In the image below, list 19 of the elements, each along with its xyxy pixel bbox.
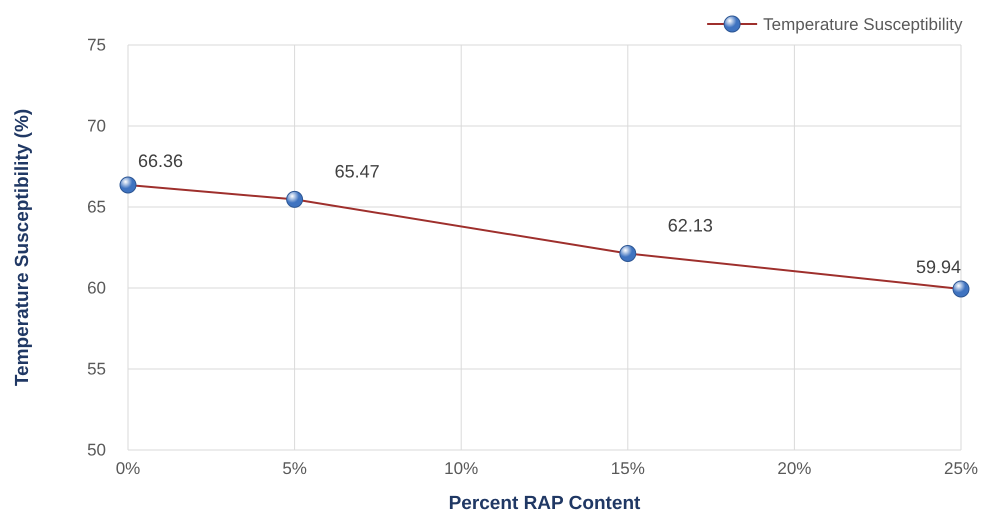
- data-label: 65.47: [334, 161, 380, 182]
- x-tick-label: 20%: [777, 459, 812, 478]
- y-tick-label: 65: [87, 197, 106, 216]
- x-tick-label: 25%: [944, 459, 978, 478]
- data-label: 62.13: [668, 215, 713, 236]
- x-tick-label: 5%: [282, 459, 307, 478]
- x-tick-label: 0%: [116, 459, 140, 478]
- data-label: 66.36: [138, 150, 184, 171]
- x-tick-label: 10%: [444, 459, 478, 478]
- legend-label: Temperature Susceptibility: [763, 15, 963, 34]
- y-tick-label: 50: [87, 440, 106, 460]
- y-tick-label: 55: [87, 359, 106, 378]
- y-axis-title: Temperature Susceptibility (%): [12, 108, 33, 386]
- data-label: 59.94: [916, 256, 961, 277]
- y-tick-label: 60: [87, 278, 106, 298]
- y-tick-label: 70: [87, 116, 106, 136]
- y-tick-label: 75: [87, 35, 106, 54]
- x-axis-title: Percent RAP Content: [448, 493, 642, 513]
- x-tick-label: 15%: [610, 459, 645, 478]
